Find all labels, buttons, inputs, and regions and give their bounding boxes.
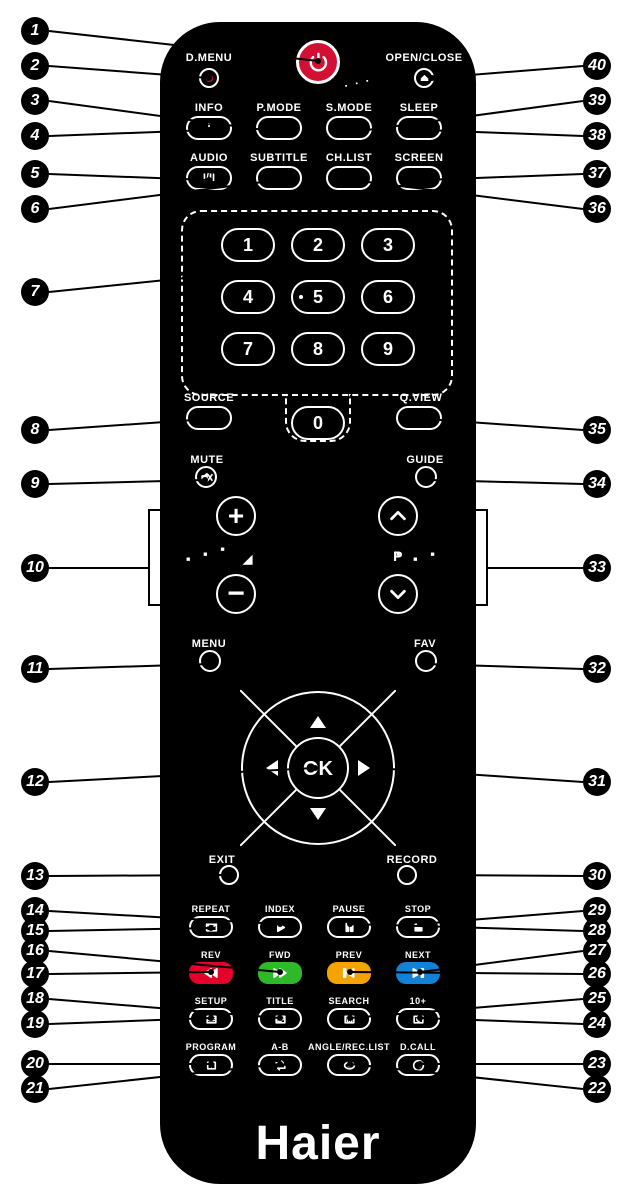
digit-9[interactable]: 9 [361, 332, 415, 366]
row1-smode-button[interactable] [326, 116, 372, 140]
row1-sleep-label: SLEEP [400, 102, 439, 114]
m1-index-button[interactable] [258, 916, 302, 938]
callout-22: 22 [583, 1075, 611, 1103]
callout-4: 4 [21, 122, 49, 150]
callout-18: 18 [21, 985, 49, 1013]
vol-down-button[interactable]: − [216, 574, 256, 614]
callout-10: 10 [21, 554, 49, 582]
row2-chlist-label: CH.LIST [326, 152, 372, 164]
guide-button[interactable] [415, 466, 437, 488]
callout-8: 8 [21, 416, 49, 444]
callout-36: 36 [583, 195, 611, 223]
source-label: SOURCE [184, 392, 234, 404]
mute-label: MUTE [190, 454, 223, 466]
row2-subtitle-label: SUBTITLE [250, 152, 308, 164]
m4-a-b-label: A-B [271, 1042, 289, 1052]
digit-3[interactable]: 3 [361, 228, 415, 262]
m3-title-label: TITLE [266, 996, 294, 1006]
qview-label: Q.VIEW [400, 392, 443, 404]
callout-9: 9 [21, 470, 49, 498]
m3-search-label: SEARCH [328, 996, 369, 1006]
callout-12: 12 [21, 768, 49, 796]
prog-up-button[interactable] [378, 496, 418, 536]
callout-21: 21 [21, 1075, 49, 1103]
exit-label: EXIT [209, 854, 235, 866]
callout-5: 5 [21, 160, 49, 188]
callout-35: 35 [583, 416, 611, 444]
m3-10+-label: 10+ [410, 996, 427, 1006]
digit-0[interactable]: 0 [291, 406, 345, 440]
callout-19: 19 [21, 1010, 49, 1038]
callout-7: 7 [21, 278, 49, 306]
brand-logo: Haier [255, 1116, 380, 1171]
m4-program-label: PROGRAM [186, 1042, 237, 1052]
callout-2: 2 [21, 52, 49, 80]
callout-1: 1 [21, 17, 49, 45]
record-label: RECORD [387, 854, 438, 866]
callout-26: 26 [583, 960, 611, 988]
callout-6: 6 [21, 195, 49, 223]
m1-stop-label: STOP [405, 904, 431, 914]
m1-repeat-label: REPEAT [192, 904, 231, 914]
m4-angle/rec.list-label: ANGLE/REC.LIST [308, 1042, 390, 1052]
row2-screen-label: SCREEN [395, 152, 444, 164]
m1-index-label: INDEX [265, 904, 295, 914]
digit-1[interactable]: 1 [221, 228, 275, 262]
openclose-label: OPEN/CLOSE [385, 52, 462, 64]
callout-3: 3 [21, 87, 49, 115]
m2-next-label: NEXT [405, 950, 431, 960]
dmenu-label: D.MENU [186, 52, 232, 64]
digit-4[interactable]: 4 [221, 280, 275, 314]
callout-39: 39 [583, 87, 611, 115]
menu-label: MENU [192, 638, 226, 650]
prog-down-button[interactable] [378, 574, 418, 614]
callout-30: 30 [583, 862, 611, 890]
callout-37: 37 [583, 160, 611, 188]
callout-24: 24 [583, 1010, 611, 1038]
digit-2[interactable]: 2 [291, 228, 345, 262]
callout-20: 20 [21, 1050, 49, 1078]
m2-prev-label: PREV [336, 950, 363, 960]
m2-rev-label: REV [201, 950, 221, 960]
guide-label: GUIDE [406, 454, 443, 466]
fav-label: FAV [414, 638, 436, 650]
digit-7[interactable]: 7 [221, 332, 275, 366]
callout-25: 25 [583, 985, 611, 1013]
record-button[interactable] [397, 865, 417, 885]
row1-smode-label: S.MODE [326, 102, 372, 114]
row1-info-label: INFO [195, 102, 223, 114]
callout-17: 17 [21, 960, 49, 988]
digit-8[interactable]: 8 [291, 332, 345, 366]
callout-32: 32 [583, 655, 611, 683]
callout-34: 34 [583, 470, 611, 498]
row1-pmode-label: P.MODE [257, 102, 302, 114]
callout-40: 40 [583, 52, 611, 80]
m4-d.call-label: D.CALL [400, 1042, 436, 1052]
m1-pause-label: PAUSE [333, 904, 366, 914]
m2-fwd-label: FWD [269, 950, 291, 960]
m1-pause-button[interactable] [327, 916, 371, 938]
callout-31: 31 [583, 768, 611, 796]
callout-23: 23 [583, 1050, 611, 1078]
vol-up-button[interactable]: + [216, 496, 256, 536]
m3-setup-label: SETUP [195, 996, 228, 1006]
digit-6[interactable]: 6 [361, 280, 415, 314]
callout-33: 33 [583, 554, 611, 582]
callout-38: 38 [583, 122, 611, 150]
row2-audio-label: AUDIO [190, 152, 228, 164]
callout-11: 11 [21, 655, 49, 683]
callout-13: 13 [21, 862, 49, 890]
